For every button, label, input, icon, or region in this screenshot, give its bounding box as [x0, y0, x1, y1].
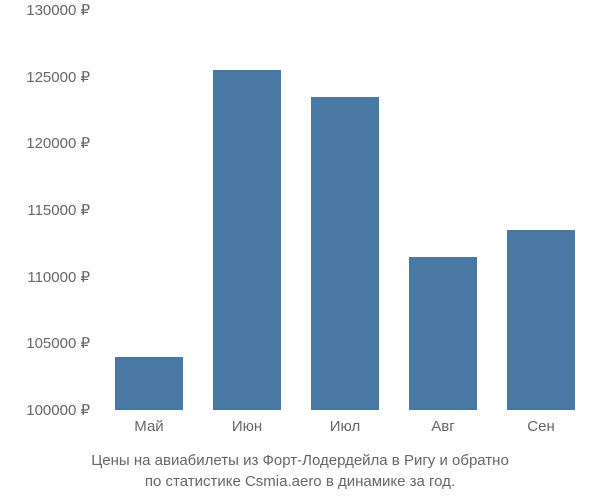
- y-tick-label: 115000 ₽: [27, 201, 90, 219]
- bar: [115, 357, 184, 410]
- y-axis: 100000 ₽105000 ₽110000 ₽115000 ₽120000 ₽…: [0, 10, 95, 410]
- chart-caption: Цены на авиабилеты из Форт-Лодердейла в …: [0, 450, 600, 492]
- y-tick-label: 125000 ₽: [26, 68, 90, 86]
- price-chart: 100000 ₽ 105000 ₽ 110000 ₽ 115000 ₽ 120000 ₽…: [0, 0, 600, 500]
- y-tick-label: 110000 ₽: [27, 268, 90, 286]
- y-tick-label: 120000 ₽: [26, 134, 90, 152]
- y-tick-label: 100000 ₽: [26, 401, 90, 419]
- bar: [409, 257, 478, 410]
- x-tick-label: Июл: [330, 418, 360, 435]
- bar: [213, 70, 282, 410]
- x-tick-label: Июн: [232, 418, 262, 435]
- y-tick-label: 105000 ₽: [26, 334, 90, 352]
- caption-line-1: Цены на авиабилеты из Форт-Лодердейла в …: [0, 450, 600, 471]
- x-tick-label: Май: [134, 418, 163, 435]
- plot-area: [100, 10, 590, 410]
- y-tick-label: 130000 ₽: [26, 1, 90, 19]
- bar: [507, 230, 576, 410]
- bar: [311, 97, 380, 410]
- x-axis: Май Июн Июл Авг Сен: [100, 418, 590, 448]
- caption-line-2: по статистике Csmia.aero в динамике за г…: [0, 471, 600, 492]
- x-tick-label: Авг: [431, 418, 454, 435]
- x-tick-label: Сен: [527, 418, 554, 435]
